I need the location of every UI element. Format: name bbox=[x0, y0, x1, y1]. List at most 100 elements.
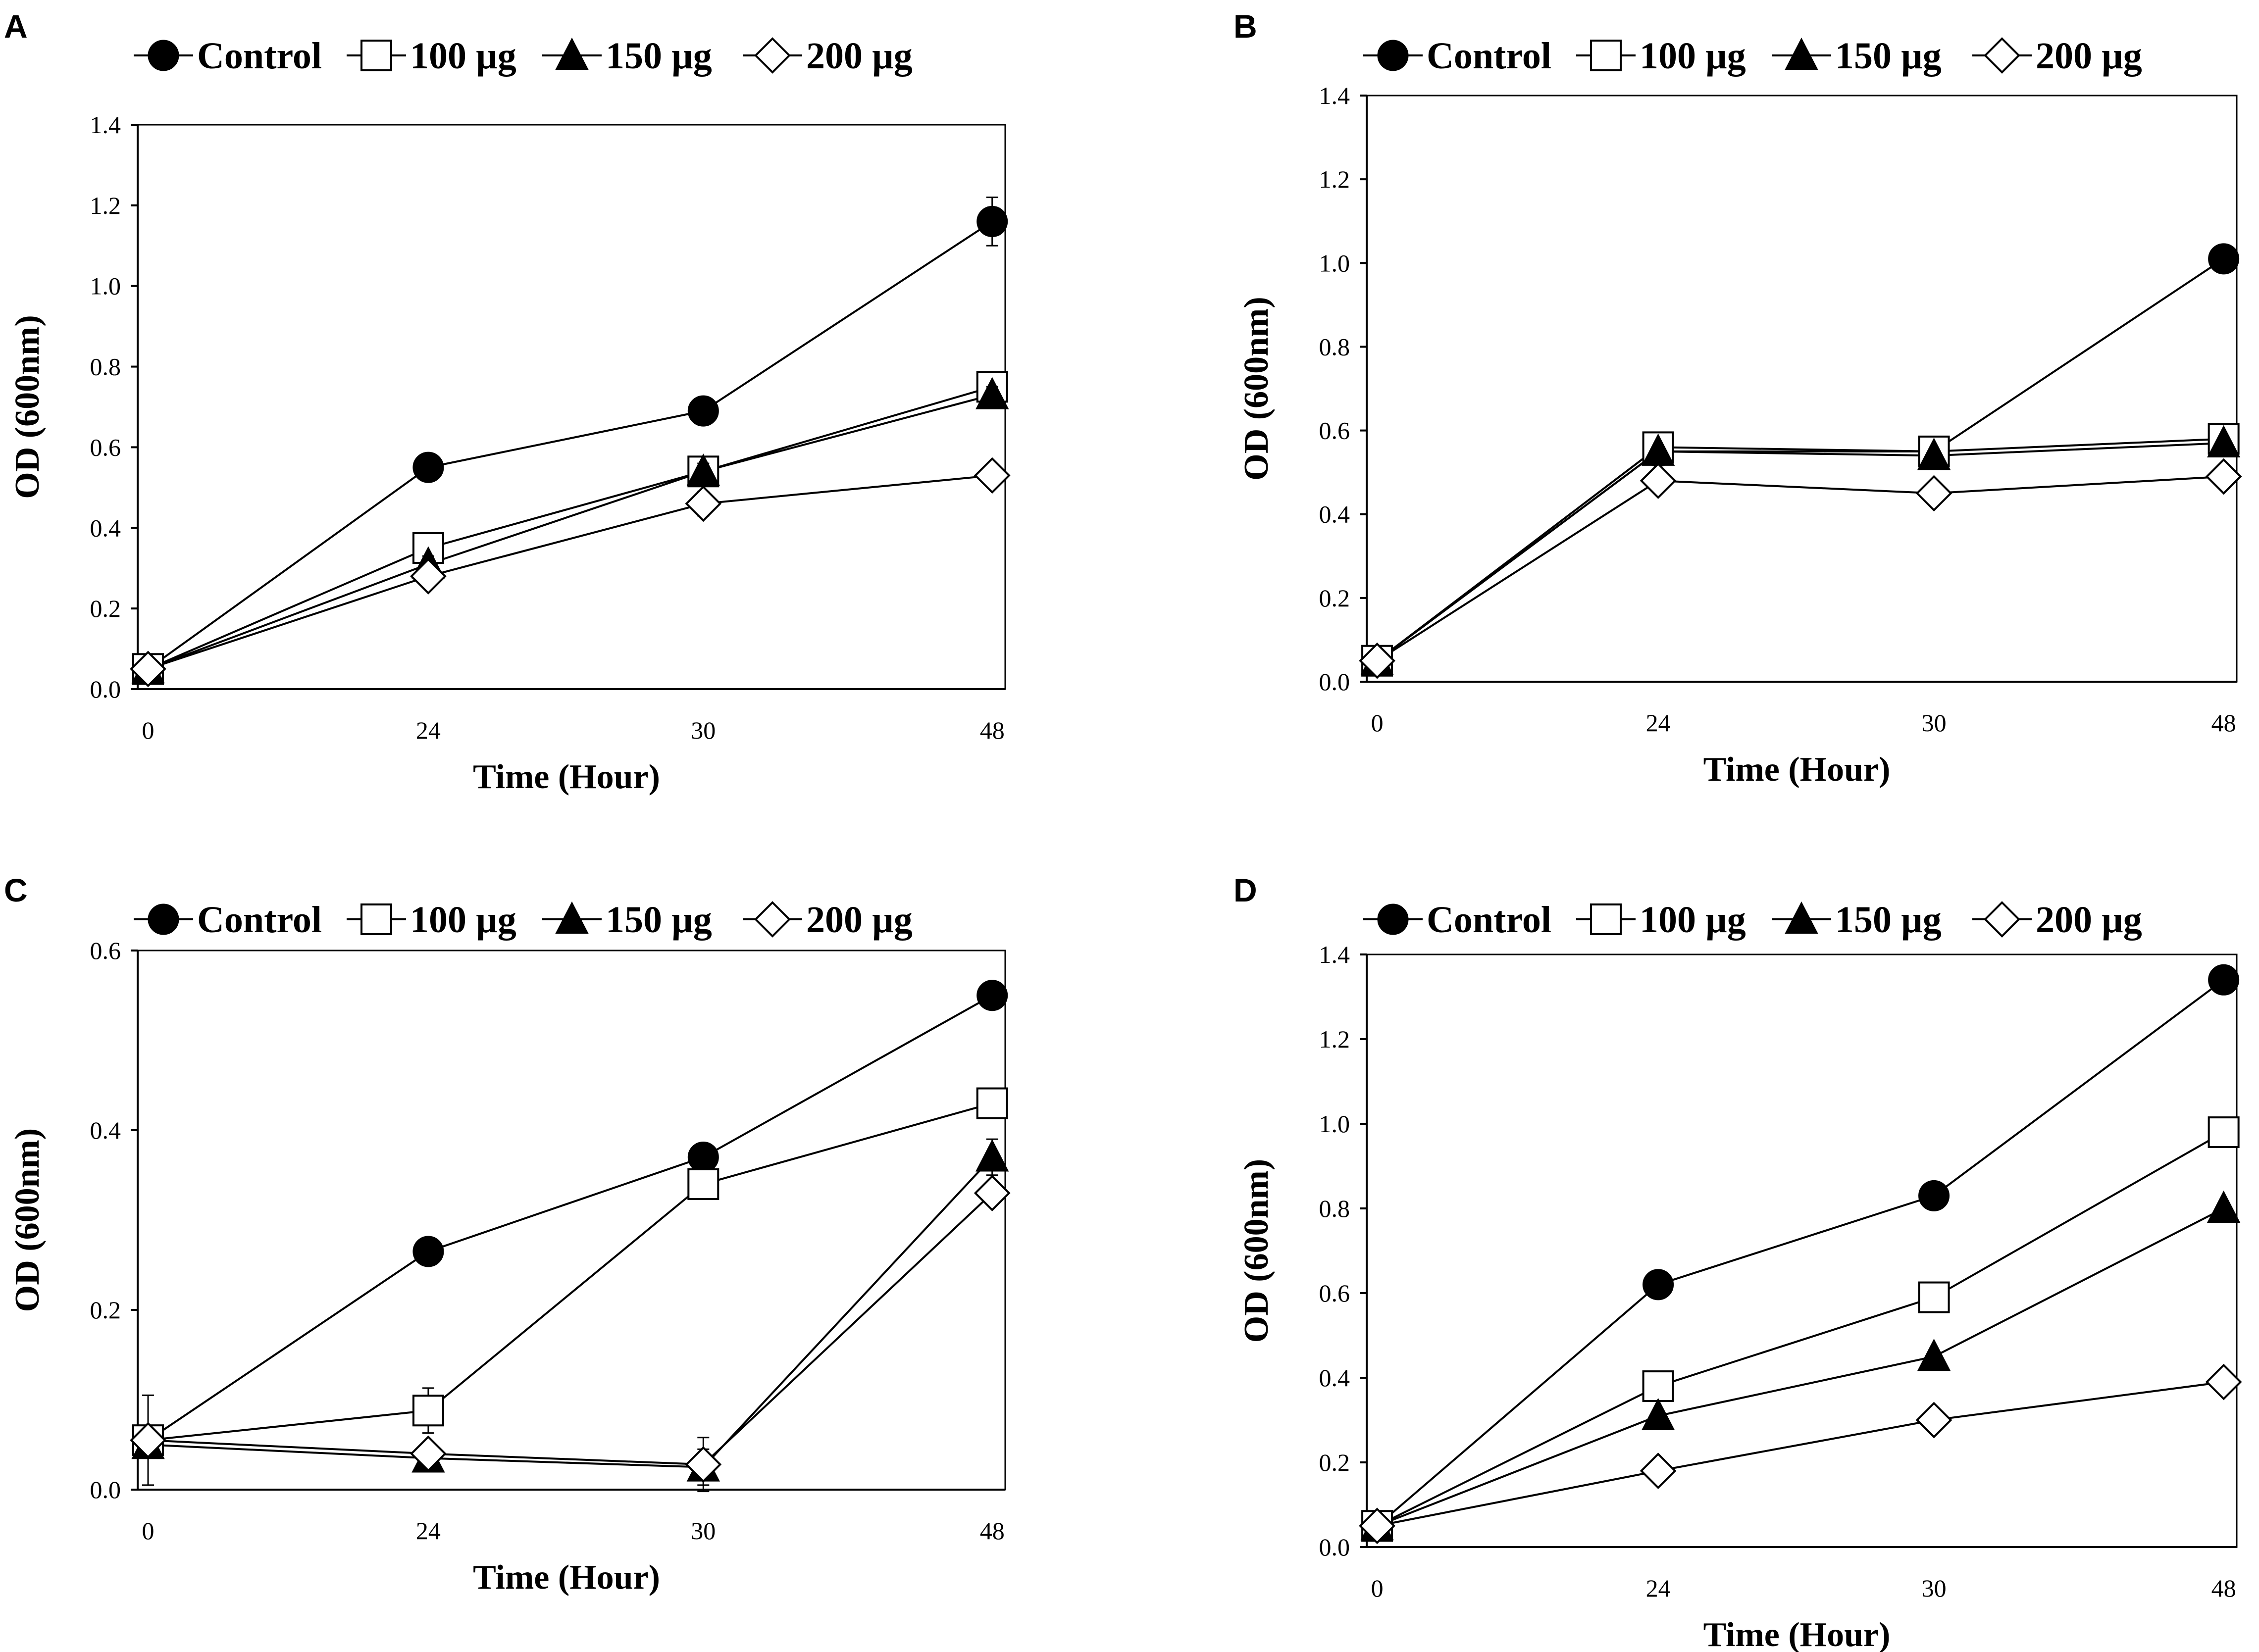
data-point bbox=[1641, 1398, 1675, 1430]
series-line-control bbox=[1376, 258, 2224, 662]
y-tick-label: 0.8 bbox=[90, 353, 121, 381]
x-tick-label: 0 bbox=[1371, 1574, 1384, 1602]
data-point bbox=[976, 980, 1008, 1011]
series-line-150ug bbox=[1377, 1207, 2224, 1527]
data-point bbox=[410, 558, 447, 595]
data-point bbox=[412, 1236, 444, 1267]
data-point bbox=[1640, 1452, 1677, 1489]
legend-marker-open-square bbox=[360, 903, 392, 935]
series-line-150ug bbox=[148, 1156, 993, 1468]
data-point bbox=[412, 451, 444, 483]
series-line-200ug bbox=[1377, 1381, 2224, 1527]
y-axis-title: OD (600nm) bbox=[8, 1128, 47, 1312]
y-tick-label: 0.2 bbox=[1319, 1449, 1350, 1476]
legend-marker-open-diamond bbox=[1984, 901, 2020, 938]
data-point bbox=[2207, 1190, 2241, 1223]
data-point bbox=[2207, 425, 2241, 457]
plot-frame bbox=[1366, 95, 2238, 683]
x-tick-label: 0 bbox=[142, 716, 154, 744]
legend-label-150ug: 150 µg bbox=[1835, 899, 1942, 941]
series-200ug bbox=[1359, 1363, 2242, 1545]
series-control bbox=[132, 197, 1008, 685]
y-tick-label: 0.8 bbox=[1319, 1195, 1350, 1222]
series-100ug bbox=[1361, 1116, 2240, 1542]
legend-item-150ug: 150 µg bbox=[542, 35, 712, 77]
y-tick-label: 1.0 bbox=[90, 272, 121, 300]
data-point bbox=[1915, 475, 1952, 512]
data-point bbox=[975, 377, 1009, 409]
legend-item-control: Control bbox=[1363, 899, 1551, 941]
y-tick-label: 0.4 bbox=[1319, 1364, 1350, 1392]
legend-item-control: Control bbox=[1363, 35, 1551, 77]
series-150ug bbox=[1360, 1190, 2241, 1541]
series-line-control bbox=[147, 220, 993, 670]
data-point bbox=[1917, 438, 1951, 470]
data-point bbox=[2208, 243, 2240, 275]
data-point bbox=[2205, 1363, 2242, 1401]
series-line-100ug bbox=[148, 386, 993, 670]
y-tick-label: 1.4 bbox=[1319, 82, 1350, 109]
data-point bbox=[2208, 964, 2240, 996]
data-point bbox=[1359, 642, 1395, 679]
data-point bbox=[687, 1141, 719, 1173]
data-point bbox=[685, 485, 722, 522]
legend-marker-open-square bbox=[360, 40, 392, 71]
x-tick-label: 0 bbox=[142, 1517, 154, 1545]
chart-panel-d: D Control 100 µg 150 µg 200 µg 0.0 0.2 0.4 0.6 0.… bbox=[1233, 872, 2242, 1652]
data-point bbox=[976, 1087, 1008, 1119]
legend-marker-open-diamond bbox=[754, 37, 791, 74]
x-tick-label: 48 bbox=[2211, 709, 2236, 737]
y-tick-label: 1.2 bbox=[1319, 165, 1350, 193]
data-point bbox=[2208, 1116, 2240, 1149]
legend-marker-open-diamond bbox=[1984, 37, 2020, 74]
y-tick-label: 0.6 bbox=[90, 937, 121, 964]
y-tick-label: 0.0 bbox=[90, 1476, 121, 1503]
legend-item-200ug: 200 µg bbox=[743, 899, 913, 941]
legend-marker-filled-circle bbox=[148, 40, 179, 71]
panel-letter: A bbox=[4, 8, 28, 45]
y-tick-label: 0.2 bbox=[1319, 584, 1350, 612]
series-line-200ug bbox=[1377, 475, 2224, 662]
legend-item-control: Control bbox=[134, 899, 322, 941]
x-tick-label: 30 bbox=[1922, 1574, 1947, 1602]
series-200ug bbox=[130, 1175, 1011, 1493]
data-point bbox=[1917, 1339, 1951, 1371]
y-tick-label: 0.6 bbox=[1319, 417, 1350, 445]
y-tick-label: 1.0 bbox=[1319, 249, 1350, 277]
legend-marker-filled-triangle bbox=[555, 37, 589, 70]
legend-label-200ug: 200 µg bbox=[806, 899, 913, 941]
x-tick-label: 30 bbox=[691, 716, 716, 744]
legend-label-100ug: 100 µg bbox=[1640, 899, 1746, 941]
legend: Control 100 µg 150 µg 200 µg bbox=[1363, 899, 2142, 941]
y-tick-label: 0.4 bbox=[90, 1116, 121, 1144]
y-tick-label: 0.0 bbox=[90, 675, 121, 703]
y-tick-label: 0.0 bbox=[1319, 1533, 1350, 1561]
legend-item-150ug: 150 µg bbox=[542, 899, 712, 941]
data-point bbox=[687, 395, 719, 427]
y-tick-label: 0.6 bbox=[1319, 1279, 1350, 1307]
legend: Control 100 µg 150 µg 200 µg bbox=[134, 899, 913, 941]
plot-frame bbox=[137, 950, 1006, 1491]
legend-marker-filled-circle bbox=[1377, 903, 1409, 935]
data-point bbox=[1918, 1180, 1950, 1211]
legend-item-200ug: 200 µg bbox=[1972, 35, 2142, 77]
series-line-100ug bbox=[148, 1102, 993, 1442]
legend-label-200ug: 200 µg bbox=[2036, 35, 2142, 77]
data-point bbox=[1915, 1402, 1952, 1439]
series-150ug bbox=[131, 377, 1009, 684]
x-axis-title: Time (Hour) bbox=[1703, 751, 1891, 789]
y-tick-label: 0.6 bbox=[90, 433, 121, 461]
legend-label-150ug: 150 µg bbox=[606, 899, 712, 941]
y-tick-label: 1.4 bbox=[1319, 941, 1350, 968]
legend-item-100ug: 100 µg bbox=[1576, 899, 1746, 941]
panel-letter: D bbox=[1233, 872, 1257, 908]
data-point bbox=[1918, 1281, 1950, 1313]
data-point bbox=[976, 205, 1008, 237]
chart-panel-a: A Control 100 µg 150 µg 200 µg 0.0 0.2 0.4 0.6 0.… bbox=[4, 8, 1011, 796]
data-point bbox=[2205, 458, 2242, 495]
legend-item-150ug: 150 µg bbox=[1772, 899, 1942, 941]
series-line-100ug bbox=[1376, 438, 2224, 662]
y-tick-label: 1.2 bbox=[90, 192, 121, 219]
legend-item-200ug: 200 µg bbox=[1972, 899, 2142, 941]
panel-letter: B bbox=[1233, 8, 1257, 45]
